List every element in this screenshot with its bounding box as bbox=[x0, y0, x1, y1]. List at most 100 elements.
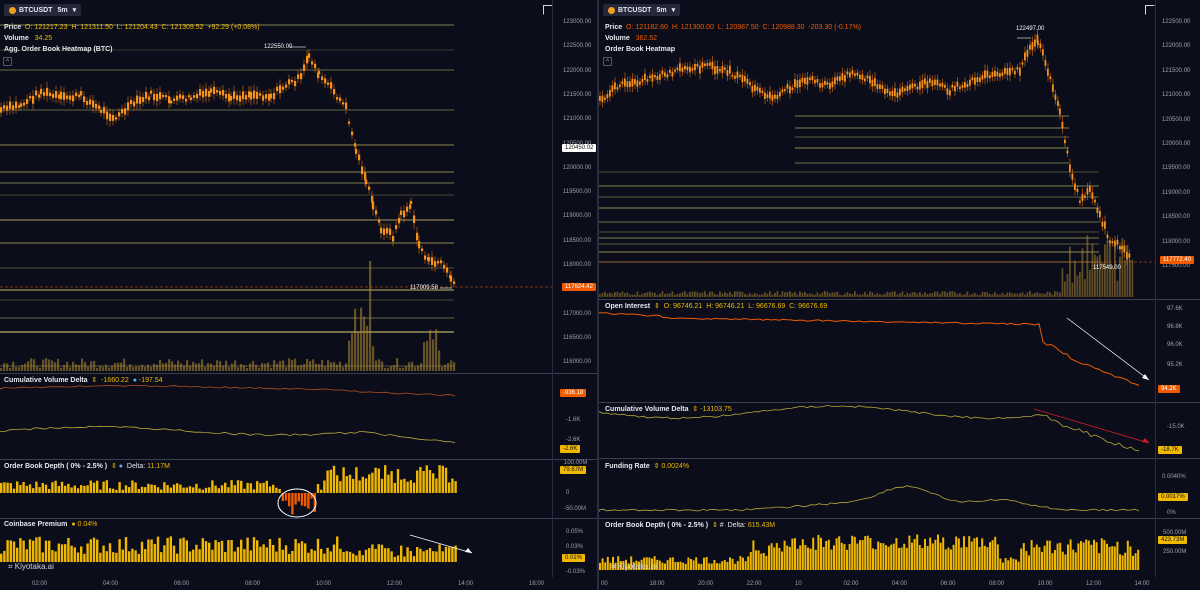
premium-bar bbox=[281, 549, 284, 562]
volume-bar bbox=[654, 292, 656, 297]
premium-bar bbox=[214, 540, 217, 562]
depth-bar bbox=[1072, 549, 1075, 570]
pane-separator[interactable] bbox=[0, 459, 597, 460]
volume-bar bbox=[435, 329, 438, 371]
candle bbox=[208, 90, 211, 97]
depth-bar bbox=[147, 483, 150, 493]
fullscreen-icon[interactable] bbox=[543, 5, 553, 15]
candle bbox=[604, 97, 606, 101]
depth-bar bbox=[1030, 540, 1033, 570]
depth-bar bbox=[102, 481, 105, 493]
volume-bar bbox=[836, 291, 839, 297]
candle bbox=[159, 92, 162, 100]
collapse-icon[interactable]: ^ bbox=[603, 57, 612, 66]
volume-bar bbox=[754, 293, 756, 297]
volume-bar bbox=[51, 360, 54, 371]
volume-bar bbox=[432, 339, 435, 371]
candle bbox=[876, 84, 879, 89]
candle bbox=[824, 80, 826, 85]
depth-bar bbox=[1119, 554, 1121, 570]
pane-separator[interactable] bbox=[599, 402, 1200, 403]
fullscreen-icon[interactable] bbox=[1145, 5, 1155, 15]
pane-separator[interactable] bbox=[599, 518, 1200, 519]
candle bbox=[921, 79, 924, 88]
premium-bar bbox=[67, 537, 70, 562]
price-axis-label: 116500.00 bbox=[563, 334, 591, 341]
premium-bar bbox=[44, 540, 48, 562]
depth-bar bbox=[1121, 555, 1124, 570]
candle bbox=[989, 75, 991, 79]
volume-bar bbox=[811, 293, 814, 297]
candle bbox=[378, 219, 381, 223]
volume-bar bbox=[611, 293, 614, 297]
depth-bar bbox=[28, 484, 32, 493]
chevron-down-icon: ▾ bbox=[671, 7, 676, 14]
volume-bar bbox=[1104, 244, 1106, 297]
candle bbox=[1031, 42, 1034, 50]
volume-bar bbox=[691, 291, 694, 297]
candle bbox=[641, 78, 644, 83]
depth-bar bbox=[1015, 559, 1017, 570]
premium-bar bbox=[352, 553, 355, 562]
obd-legend: Order Book Depth ( 0% - 2.5% ) ⇕ # Delta… bbox=[605, 522, 776, 529]
depth-bar bbox=[297, 493, 300, 502]
symbol-selector[interactable]: BTCUSDT 5m ▾ bbox=[603, 4, 681, 16]
depth-bar bbox=[435, 478, 438, 493]
volume-bar bbox=[429, 330, 432, 371]
candle bbox=[964, 81, 966, 88]
volume-bar bbox=[964, 294, 966, 297]
pane-separator[interactable] bbox=[0, 373, 597, 374]
pane-divider[interactable] bbox=[597, 0, 599, 590]
depth-bar bbox=[942, 537, 945, 570]
volume-bar bbox=[764, 292, 766, 297]
price-axis-label: 119500.00 bbox=[1162, 165, 1190, 172]
depth-bar bbox=[390, 471, 393, 493]
volume-bar bbox=[378, 359, 381, 371]
pane-separator[interactable] bbox=[599, 299, 1200, 300]
depth-bar bbox=[973, 538, 976, 570]
candle bbox=[1024, 52, 1026, 61]
candle bbox=[179, 94, 182, 99]
candle bbox=[406, 206, 409, 212]
candle bbox=[371, 196, 374, 203]
premium-bar bbox=[0, 553, 3, 562]
depth-bar bbox=[661, 562, 664, 570]
candle bbox=[754, 84, 756, 92]
depth-bar bbox=[1028, 555, 1030, 570]
price-axis-label: 123000.00 bbox=[563, 19, 592, 25]
volume-bar bbox=[243, 365, 246, 371]
depth-bar bbox=[601, 558, 604, 570]
volume-bar bbox=[1051, 294, 1054, 297]
volume-bar bbox=[108, 367, 111, 371]
depth-bar bbox=[804, 545, 807, 570]
pane-separator[interactable] bbox=[599, 458, 1200, 459]
volume-bar bbox=[676, 293, 679, 297]
volume-bar bbox=[231, 363, 234, 371]
candle bbox=[1052, 84, 1054, 92]
premium-bar bbox=[393, 556, 396, 562]
volume-bar bbox=[291, 360, 294, 371]
depth-bar bbox=[368, 474, 371, 493]
depth-bar bbox=[825, 540, 828, 570]
depth-bar bbox=[80, 485, 83, 493]
depth-bar bbox=[921, 548, 924, 570]
price-axis-label: 122000.00 bbox=[1162, 43, 1191, 50]
candle bbox=[654, 75, 656, 78]
depth-bar bbox=[656, 559, 659, 570]
depth-bar bbox=[955, 536, 958, 570]
premium-bar bbox=[41, 552, 44, 562]
candle bbox=[1091, 192, 1094, 199]
volume-bar bbox=[282, 360, 285, 371]
premium-bar bbox=[217, 542, 220, 562]
candle bbox=[866, 75, 869, 79]
collapse-icon[interactable]: ^ bbox=[3, 57, 12, 66]
candle bbox=[846, 71, 849, 75]
trend-arrow bbox=[409, 534, 473, 554]
volume-bar bbox=[601, 293, 604, 297]
symbol-selector[interactable]: BTCUSDT 5m ▾ bbox=[4, 4, 82, 16]
volume-bar bbox=[81, 358, 84, 371]
candle bbox=[684, 65, 686, 70]
pane-separator[interactable] bbox=[0, 518, 597, 519]
candle bbox=[190, 97, 193, 101]
trend-arrowhead bbox=[1142, 438, 1149, 443]
